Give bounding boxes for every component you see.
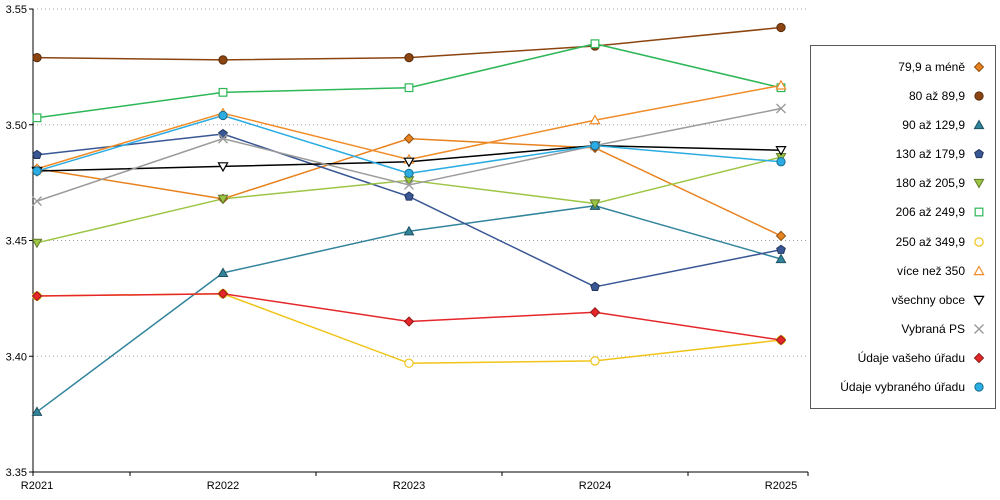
legend-marker-circle-open — [974, 236, 984, 247]
legend-item: všechny obce — [819, 293, 987, 307]
legend-label: 90 až 129,9 — [902, 117, 965, 132]
legend-item: 250 až 349,9 — [819, 235, 987, 249]
legend-label: Vybraná PS — [901, 321, 965, 336]
legend-label: 80 až 89,9 — [908, 88, 965, 103]
series-markers — [31, 22, 787, 416]
legend-item: Údaje vašeho úřadu — [819, 351, 987, 365]
legend-label: 79,9 a méně — [898, 59, 965, 74]
chart-legend: 79,9 a méně 80 až 89,9 90 až 129,9 130 až 1… — [810, 45, 996, 409]
legend-label: 130 až 179,9 — [895, 147, 965, 162]
y-axis-label: 3.35 — [6, 467, 27, 479]
y-axis-label: 3.50 — [6, 120, 27, 132]
legend-marker-diamond — [973, 352, 985, 364]
legend-marker-triangle-down-open — [973, 295, 985, 306]
legend-label: 250 až 349,9 — [895, 234, 965, 249]
legend-marker-triangle-up-open — [973, 264, 985, 275]
legend-label: všechny obce — [891, 292, 965, 307]
legend-label: více než 350 — [896, 263, 965, 278]
legend-item: Údaje vybraného úřadu — [819, 380, 987, 394]
legend-item: více než 350 — [819, 264, 987, 278]
legend-label: Údaje vybraného úřadu — [840, 380, 965, 395]
legend-item: 130 až 179,9 — [819, 147, 987, 161]
x-axis-label: R2025 — [765, 480, 797, 492]
legend-marker-triangle-down — [973, 179, 985, 189]
legend-label: Údaje vašeho úřadu — [857, 351, 965, 366]
axes: 3.35 3.40 3.45 3.50 3.55 R2021 R2022 R2023 R2024… — [6, 4, 809, 492]
y-axis-label: 3.45 — [6, 236, 27, 248]
legend-item: 180 až 205,9 — [819, 176, 987, 190]
legend-item: 80 až 89,9 — [819, 89, 987, 103]
x-axis-label: R2023 — [393, 480, 425, 492]
legend-marker-pentagon — [974, 148, 984, 159]
legend-item: 206 až 249,9 — [819, 205, 987, 219]
legend-marker-circle — [974, 91, 984, 101]
legend-marker-x-open — [974, 323, 984, 334]
legend-label: 206 až 249,9 — [895, 205, 965, 220]
series-line-3 — [36, 205, 782, 413]
legend-label: 180 až 205,9 — [895, 176, 965, 191]
x-axis-label: R2022 — [207, 480, 239, 492]
x-axis-label: R2021 — [21, 480, 53, 492]
legend-item: Vybraná PS — [819, 322, 987, 336]
x-axis-label: R2024 — [579, 480, 611, 492]
legend-marker-square-open — [974, 207, 984, 217]
legend-item: 90 až 129,9 — [819, 118, 987, 132]
series-line-1 — [36, 137, 782, 237]
legend-marker-diamond — [973, 61, 985, 72]
legend-marker-triangle-up — [973, 119, 985, 129]
y-axis-label: 3.40 — [6, 351, 27, 363]
y-axis-label: 3.55 — [6, 4, 27, 16]
legend-item: 79,9 a méně — [819, 60, 987, 74]
legend-marker-circle — [974, 382, 984, 392]
